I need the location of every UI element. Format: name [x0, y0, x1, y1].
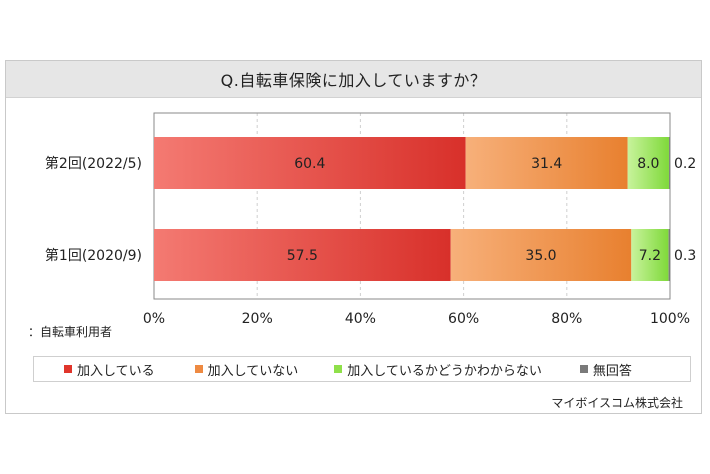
- legend-item-joined: 加入している: [64, 360, 155, 379]
- legend-swatch: [194, 365, 203, 373]
- legend-item-unknown: 加入しているかどうかわからない: [334, 360, 542, 379]
- legend-label: 加入している: [77, 363, 155, 379]
- data-label: 8.0: [637, 156, 659, 172]
- legend-label: 加入しているかどうかわからない: [347, 363, 542, 379]
- x-tick-label: 20%: [242, 311, 273, 327]
- data-label: 0.3: [674, 248, 696, 264]
- data-label: 60.4: [294, 156, 325, 172]
- legend-swatch: [64, 365, 72, 373]
- plot-area-border: [153, 112, 671, 300]
- bar-segment: [668, 229, 670, 281]
- bar-segment: [627, 137, 669, 189]
- bar-segment: [668, 137, 670, 189]
- x-tick-label: 0%: [143, 311, 165, 327]
- data-label: 0.2: [674, 156, 696, 172]
- chart-plot: 0% 20% 40% 60% 80% 100% 第2回(2022/5) 60.4 31.4 8.0…: [45, 112, 696, 327]
- data-label: 31.4: [531, 156, 562, 172]
- legend-item-not-joined: 加入していない: [194, 360, 299, 379]
- x-tick-label: 80%: [551, 311, 582, 327]
- legend-label: 加入していない: [207, 363, 299, 379]
- data-label: 57.5: [287, 248, 318, 264]
- legend-label: 無回答: [592, 363, 632, 379]
- bar-segment: [450, 229, 632, 281]
- legend-swatch: [579, 365, 588, 373]
- x-tick-label: 40%: [345, 311, 376, 327]
- bar-segment: [154, 229, 451, 281]
- x-tick-label: 100%: [650, 311, 690, 327]
- legend-item-no-answer: 無回答: [579, 360, 632, 379]
- source-credit: マイボイスコム株式会社: [551, 396, 683, 410]
- bar-segment: [465, 137, 628, 189]
- title-band: Q.自転車保険に加入していますか？: [6, 61, 701, 98]
- chart-title: Q.自転車保険に加入していますか？: [220, 71, 487, 90]
- bar-segment: [154, 137, 466, 189]
- respondent-note: ：自転車利用者: [28, 325, 113, 339]
- legend: 加入している 加入していない 加入しているかどうかわからない 無回答: [33, 356, 691, 382]
- x-tick-label: 60%: [448, 311, 479, 327]
- data-label: 7.2: [639, 248, 661, 264]
- chart-frame: Q.自転車保険に加入していますか？ 0% 20% 40% 60% 80% 100% 第2回(…: [5, 60, 702, 414]
- bar-segment: [631, 229, 669, 281]
- category-label: 第1回(2020/9): [45, 247, 142, 264]
- data-label: 35.0: [525, 248, 556, 264]
- legend-swatch: [334, 365, 343, 373]
- category-label: 第2回(2022/5): [45, 155, 142, 172]
